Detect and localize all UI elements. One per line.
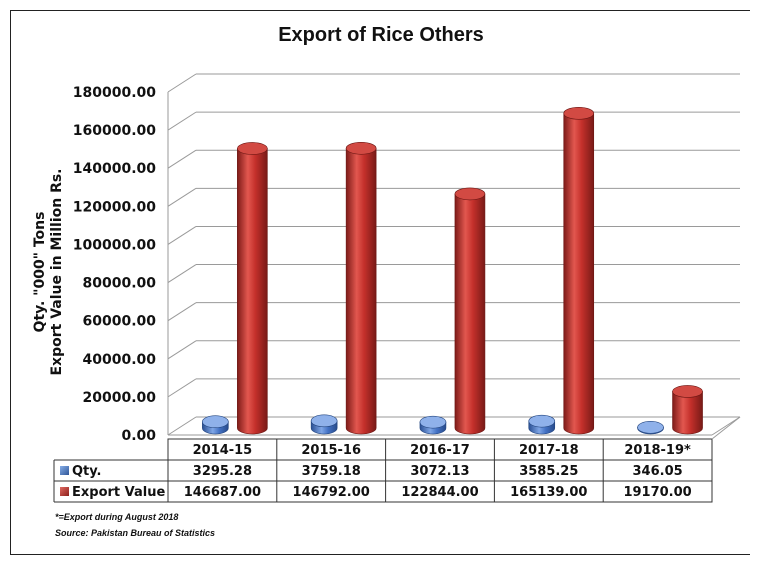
- bar-qty: [419, 415, 447, 435]
- data-label: 3295.28: [193, 464, 252, 479]
- bar-export-value-body: [672, 391, 703, 435]
- bar-qty: [528, 414, 556, 435]
- bar-export-value-top: [454, 187, 486, 201]
- bar-export-value: [237, 142, 268, 435]
- bar-export-value-body: [563, 113, 595, 435]
- bar-export-value: [672, 385, 703, 435]
- bar-export-value: [454, 187, 486, 435]
- bar-qty-top: [202, 415, 229, 429]
- data-label: 3585.25: [519, 464, 578, 479]
- bar-export-value: [345, 141, 377, 435]
- bar-qty-top: [528, 414, 556, 428]
- data-label: 146687.00: [184, 485, 261, 500]
- y-tick-label: 100000.00: [73, 237, 157, 253]
- y-tick-label: 80000.00: [82, 276, 156, 292]
- data-label: 3072.13: [410, 464, 469, 479]
- bar-qty-top: [310, 414, 338, 428]
- y-tick-label: 60000.00: [82, 314, 156, 330]
- bar-qty: [202, 415, 229, 435]
- bar-qty-top: [419, 415, 447, 429]
- y-tick-label: 40000.00: [82, 352, 156, 368]
- data-label: 19170.00: [623, 485, 691, 500]
- legend-label: Export Value: [72, 485, 165, 500]
- legend-swatch: [60, 466, 69, 475]
- y-tick-label: 140000.00: [73, 161, 157, 177]
- y-tick-label: 0.00: [121, 428, 156, 444]
- bar-qty-top: [637, 421, 664, 434]
- chart-frame: [10, 10, 750, 555]
- y-tick-label: 180000.00: [73, 85, 157, 101]
- footnote-note: *=Export during August 2018: [55, 512, 179, 522]
- bar-export-value-top: [672, 385, 703, 398]
- bar-qty: [637, 421, 664, 435]
- legend-swatch: [60, 487, 69, 496]
- x-tick-label: 2015-16: [301, 443, 361, 458]
- x-tick-label: 2018-19*: [624, 443, 691, 458]
- x-tick-label: 2017-18: [519, 443, 579, 458]
- bar-export-value-top: [563, 107, 595, 120]
- bar-export-value-body: [345, 147, 377, 435]
- x-tick-label: 2014-15: [193, 443, 253, 458]
- data-label: 122844.00: [401, 485, 478, 500]
- bar-export-value: [563, 107, 595, 435]
- x-tick-label: 2016-17: [410, 443, 470, 458]
- bar-export-value-body: [454, 193, 486, 435]
- chart-title: Export of Rice Others: [278, 24, 484, 46]
- data-label: 3759.18: [302, 464, 361, 479]
- footnote-source: Source: Pakistan Bureau of Statistics: [55, 528, 216, 538]
- bar-export-value-body: [237, 148, 268, 435]
- y-tick-label: 120000.00: [73, 199, 157, 215]
- bar-qty: [310, 414, 338, 435]
- data-label: 346.05: [633, 464, 683, 479]
- y-tick-label: 160000.00: [73, 123, 157, 139]
- data-label: 165139.00: [510, 485, 587, 500]
- data-table-border: [167, 438, 713, 503]
- bar-export-value-top: [237, 142, 268, 155]
- y-tick-label: 20000.00: [82, 390, 156, 406]
- bar-export-value-top: [345, 141, 377, 155]
- legend-label: Qty.: [72, 464, 102, 479]
- data-label: 146792.00: [293, 485, 370, 500]
